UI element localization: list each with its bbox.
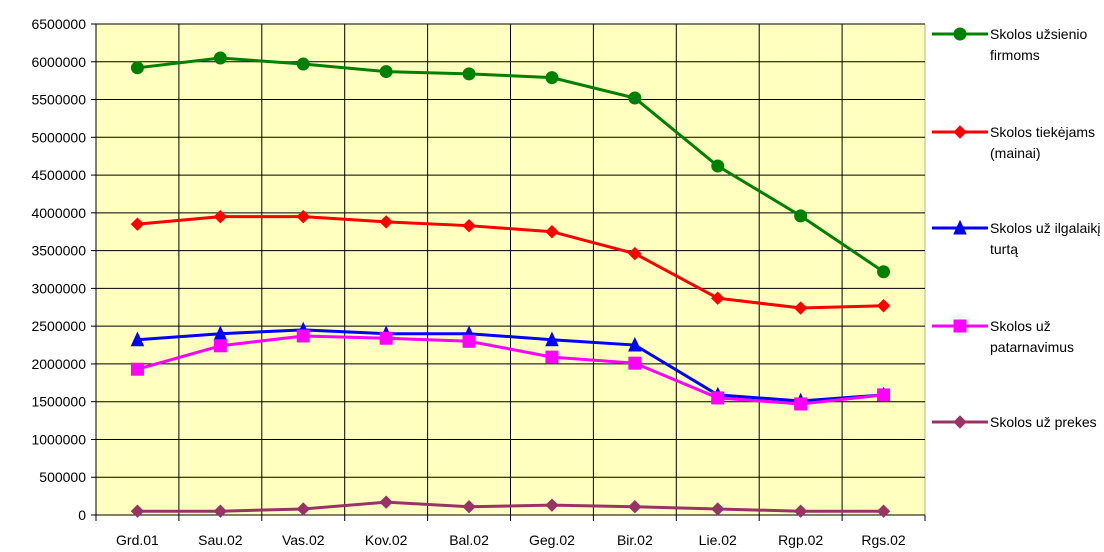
y-tick-label: 5000000 [31, 129, 86, 145]
marker [711, 502, 725, 516]
marker [711, 159, 725, 173]
marker [953, 219, 967, 235]
marker [628, 91, 642, 105]
marker [213, 209, 228, 224]
y-tick-label: 500000 [39, 469, 86, 485]
marker [953, 125, 967, 139]
legend-label: Skolos už prekes [990, 414, 1097, 430]
y-tick-label: 6500000 [31, 16, 86, 32]
marker [628, 336, 642, 352]
marker [628, 499, 642, 514]
legend-label: Skolos tiekėjams (mainai) [990, 124, 1096, 161]
y-tick-label: 5500000 [31, 92, 86, 108]
y-tick-label: 2000000 [31, 356, 86, 372]
marker [876, 504, 891, 518]
y-tick-label: 2500000 [31, 318, 86, 334]
marker [296, 57, 310, 71]
marker [628, 356, 642, 370]
y-tick-label: 1000000 [31, 431, 86, 447]
marker [794, 209, 808, 223]
x-tick-label: Rgs.02 [861, 532, 906, 548]
marker [545, 71, 559, 85]
marker [379, 495, 393, 509]
legend-label: Skolos užsienio firmoms [990, 26, 1088, 63]
marker [877, 388, 891, 402]
marker [296, 502, 310, 516]
x-tick-label: Grd.01 [116, 532, 159, 548]
marker [130, 362, 144, 376]
y-tick-label: 6000000 [31, 54, 86, 70]
marker [379, 331, 393, 345]
marker [462, 218, 476, 233]
marker [462, 334, 476, 348]
marker [213, 51, 227, 65]
marker [628, 246, 642, 261]
marker [130, 61, 144, 75]
marker [545, 498, 559, 512]
marker [213, 339, 227, 353]
y-tick-label: 4500000 [31, 167, 86, 183]
marker [213, 504, 228, 518]
x-tick-label: Bir.02 [617, 532, 653, 548]
marker [876, 299, 891, 313]
marker [877, 265, 891, 279]
x-tick-label: Vas.02 [282, 532, 325, 548]
legend-label: Skolos už patarnavimus [990, 318, 1075, 355]
marker [953, 319, 967, 333]
marker [794, 397, 808, 411]
marker [545, 331, 559, 347]
marker [711, 291, 725, 305]
marker [545, 350, 559, 364]
marker [379, 215, 393, 229]
series-line [137, 334, 884, 406]
x-tick-label: Bal.02 [449, 532, 489, 548]
marker [793, 504, 808, 518]
marker [793, 301, 808, 315]
marker [296, 329, 310, 343]
marker [953, 27, 967, 41]
y-tick-label: 3000000 [31, 280, 86, 296]
x-tick-label: Rgp.02 [778, 532, 823, 548]
x-tick-label: Sau.02 [198, 532, 243, 548]
marker [130, 217, 145, 231]
marker [130, 331, 145, 347]
marker [953, 415, 967, 429]
x-tick-label: Geg.02 [529, 532, 575, 548]
marker [130, 504, 145, 518]
marker [462, 67, 476, 81]
x-tick-label: Kov.02 [365, 532, 408, 548]
series-line [137, 328, 884, 403]
y-tick-label: 4000000 [31, 205, 86, 221]
marker [296, 209, 310, 224]
marker [545, 225, 559, 239]
y-tick-label: 3500000 [31, 243, 86, 259]
series-line [137, 215, 884, 310]
y-tick-label: 0 [78, 507, 86, 523]
marker [462, 499, 476, 514]
marker [379, 65, 393, 79]
marker [711, 391, 725, 405]
legend-label: Skolos už ilgalaikį turtą [990, 220, 1101, 257]
x-tick-label: Lie.02 [699, 532, 737, 548]
y-tick-label: 1500000 [31, 394, 86, 410]
series-line [137, 500, 884, 513]
series-line [137, 56, 885, 274]
